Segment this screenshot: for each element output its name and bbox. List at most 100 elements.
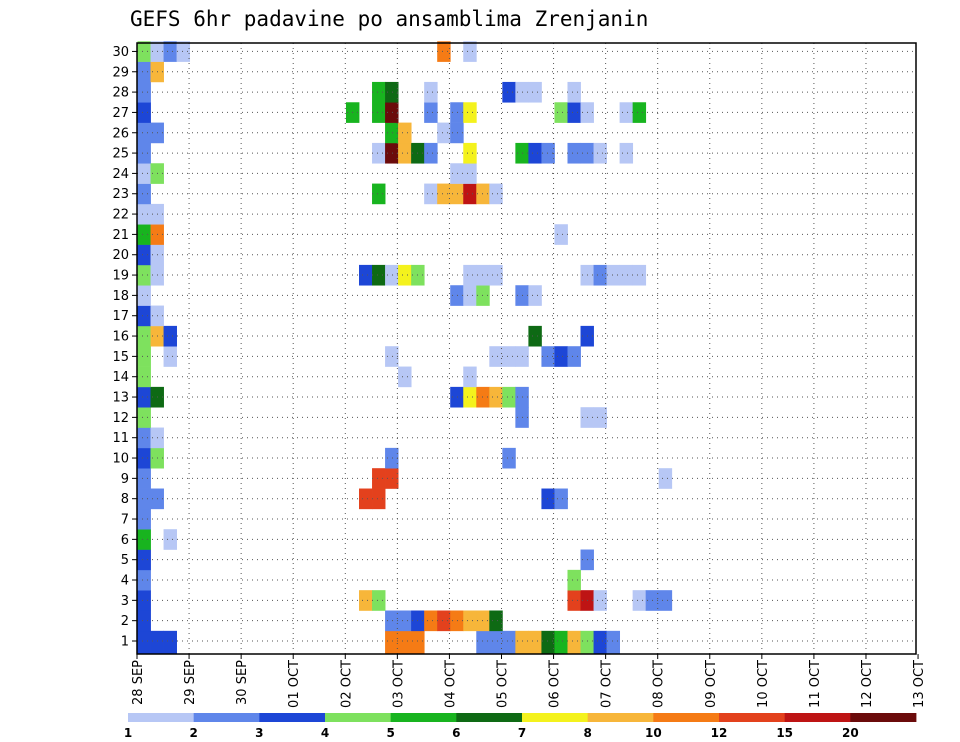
y-tick-label: 9 xyxy=(121,472,129,487)
colorbar-swatch xyxy=(456,713,523,722)
heatmap-cell xyxy=(137,224,151,245)
heatmap-cell xyxy=(372,102,386,123)
heatmap-cell xyxy=(593,407,607,428)
plot-frame xyxy=(136,42,917,655)
colorbar-label: 4 xyxy=(321,726,329,740)
heatmap-cell xyxy=(359,264,373,286)
heatmap-cell xyxy=(385,346,399,367)
y-tick-label: 30 xyxy=(112,45,129,60)
y-axis-ticks: 1234567891011121314151617181920212223242… xyxy=(112,45,137,650)
heatmap-cell xyxy=(137,590,151,611)
heatmap-cell xyxy=(528,142,542,164)
heatmap-cell xyxy=(137,447,151,469)
y-tick-label: 28 xyxy=(112,86,129,101)
y-tick-label: 22 xyxy=(112,208,129,223)
y-tick-label: 11 xyxy=(112,431,129,446)
heatmap-cell xyxy=(619,142,634,164)
heatmap-cell xyxy=(528,325,542,347)
y-tick-label: 24 xyxy=(112,167,129,182)
heatmap-cell xyxy=(137,81,151,103)
x-tick-label: 10 OCT xyxy=(756,660,771,708)
heatmap-cell xyxy=(163,630,177,655)
heatmap-cell xyxy=(658,468,673,489)
heatmap-cell xyxy=(398,142,412,164)
heatmap-cell xyxy=(137,529,151,550)
heatmap-cell xyxy=(398,610,412,632)
x-tick-label: 05 OCT xyxy=(496,660,511,708)
x-tick-label: 01 OCT xyxy=(287,660,302,708)
colorbar-label: 5 xyxy=(386,726,394,740)
heatmap-cell xyxy=(385,102,399,123)
y-tick-label: 25 xyxy=(112,147,129,162)
x-tick-label: 12 OCT xyxy=(860,660,875,708)
colorbar-swatch xyxy=(193,713,260,722)
heatmap-cell xyxy=(489,630,503,655)
x-tick-label: 08 OCT xyxy=(652,660,667,708)
heatmap-cell xyxy=(359,590,373,611)
colorbar-label: 3 xyxy=(255,726,263,740)
heatmap-cell xyxy=(606,264,621,286)
heatmap-cell xyxy=(398,122,412,144)
heatmap-cell xyxy=(137,610,151,632)
y-tick-label: 14 xyxy=(112,370,129,385)
y-tick-label: 21 xyxy=(112,228,129,243)
colorbar-swatch xyxy=(653,713,720,722)
heatmap-cell xyxy=(450,285,464,306)
y-tick-label: 8 xyxy=(121,492,129,507)
y-tick-label: 10 xyxy=(112,452,129,467)
heatmap-cell xyxy=(450,183,464,205)
heatmap-cell xyxy=(489,183,503,205)
heatmap-cell xyxy=(137,366,151,388)
heatmap-cell xyxy=(137,244,151,266)
colorbar-swatch xyxy=(719,713,786,722)
color-legend: 1 2 3 4 5 6 7 8 10 12 15 20 xyxy=(124,713,917,740)
x-tick-label: 29 SEP xyxy=(183,660,198,705)
heatmap-cell xyxy=(632,102,647,123)
colorbar-label: 20 xyxy=(842,726,859,740)
heatmap-cell xyxy=(385,468,399,489)
heatmap-cell xyxy=(463,163,477,184)
x-tick-label: 13 OCT xyxy=(912,660,927,708)
heatmap-cell xyxy=(463,142,477,164)
heatmap-cell xyxy=(450,102,464,123)
heatmap-cell xyxy=(567,102,581,123)
heatmap-cell xyxy=(372,264,386,286)
y-tick-label: 16 xyxy=(112,330,129,345)
heatmap-cell xyxy=(567,590,581,611)
colorbar-swatch xyxy=(587,713,654,722)
colorbar-label: 10 xyxy=(645,726,662,740)
x-tick-label: 04 OCT xyxy=(443,660,458,708)
heatmap-cell xyxy=(372,590,386,611)
x-tick-label: 09 OCT xyxy=(704,660,719,708)
heatmap-cell xyxy=(150,630,164,655)
heatmap-cell xyxy=(424,142,438,164)
y-tick-label: 26 xyxy=(112,126,129,141)
heatmap-cell xyxy=(567,81,581,103)
heatmap-cell xyxy=(619,264,634,286)
y-tick-label: 27 xyxy=(112,106,129,121)
heatmap-cell xyxy=(450,386,464,408)
heatmap-cell xyxy=(463,41,477,62)
heatmap-cell xyxy=(372,81,386,103)
heatmap-cell xyxy=(137,203,151,225)
heatmap-cell xyxy=(372,142,386,164)
heatmap-cell xyxy=(424,81,438,103)
y-tick-label: 13 xyxy=(112,391,129,406)
chart-title: GEFS 6hr padavine po ansamblima Zrenjani… xyxy=(130,7,648,31)
heatmap-cell xyxy=(385,142,399,164)
x-tick-label: 11 OCT xyxy=(808,660,823,708)
heatmap-cell xyxy=(502,386,516,408)
heatmap-cell xyxy=(541,142,555,164)
x-tick-label: 02 OCT xyxy=(339,660,354,708)
heatmap-cell xyxy=(359,488,373,510)
heatmap-cell xyxy=(450,122,464,144)
heatmap-cell xyxy=(137,41,151,62)
heatmap-cell xyxy=(385,122,399,144)
heatmap-cell xyxy=(554,630,568,655)
heatmap-cell xyxy=(137,264,151,286)
heatmap-cell xyxy=(489,264,503,286)
heatmap-cell xyxy=(463,102,477,123)
heatmap-cell xyxy=(554,102,568,123)
y-tick-label: 15 xyxy=(112,350,129,365)
heatmap-cell xyxy=(385,610,399,632)
